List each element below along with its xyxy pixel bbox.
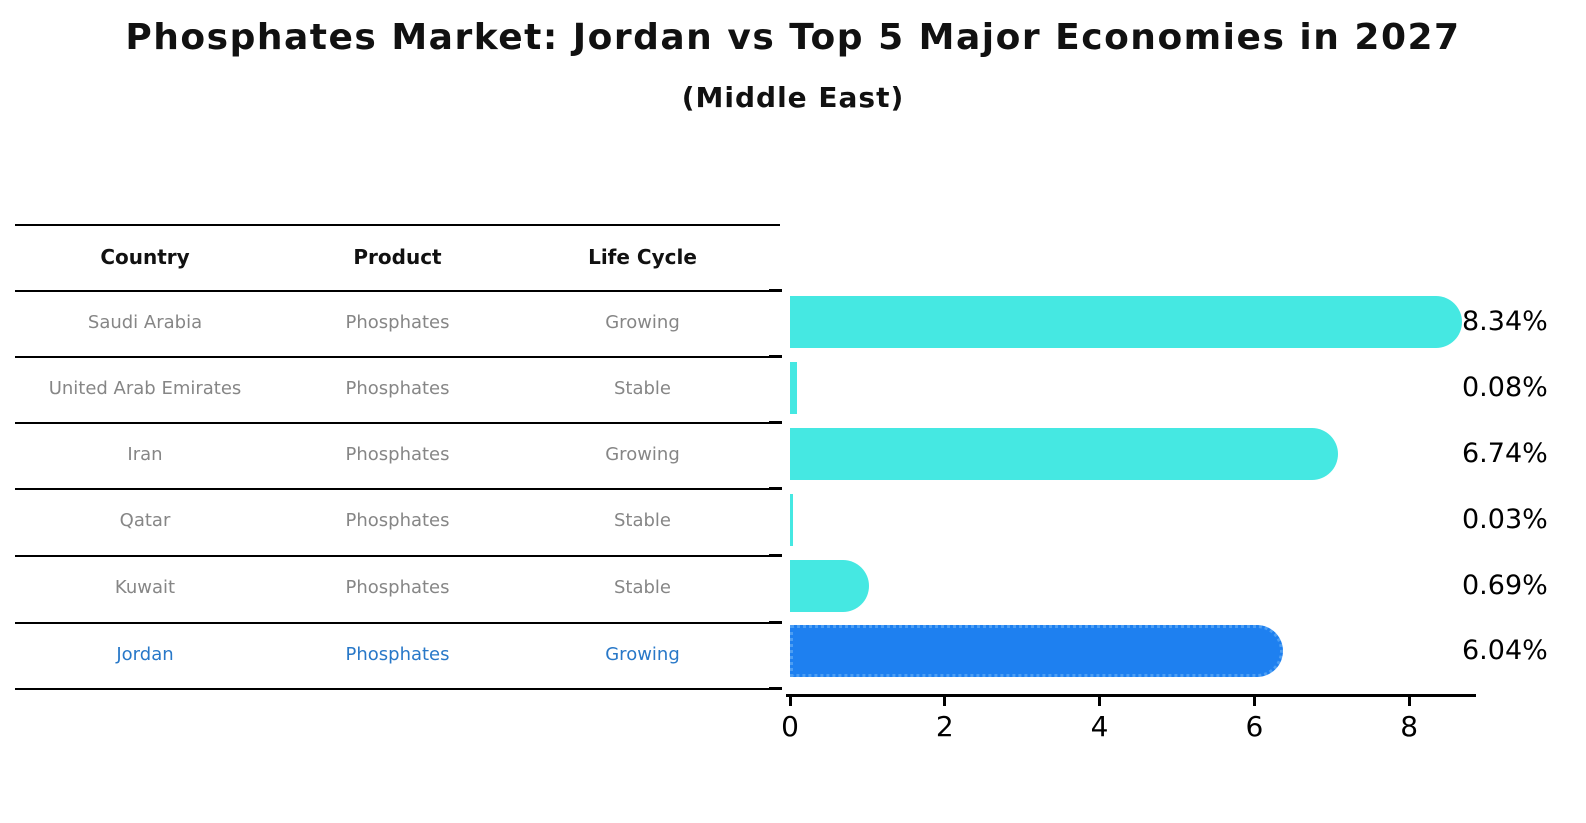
bar-kuwait: [790, 560, 870, 612]
column-header-product: Product: [353, 245, 442, 269]
value-label: 0.08%: [1462, 372, 1548, 403]
bar-iran: [790, 428, 1338, 480]
value-label: 0.69%: [1462, 570, 1548, 601]
x-axis-tick-label: 0: [781, 710, 799, 743]
column-header-country: Country: [100, 245, 190, 269]
highlight-bar-jordan: [790, 625, 1284, 677]
table-rule: [15, 488, 780, 490]
y-axis-tick: [769, 289, 782, 292]
y-axis-tick: [769, 687, 782, 690]
table-rule: [15, 555, 780, 557]
country-cell: Qatar: [119, 510, 171, 531]
value-label: 6.04%: [1462, 635, 1548, 666]
y-axis-tick: [769, 487, 782, 490]
lifecycle-cell: Stable: [613, 378, 671, 399]
chart-subtitle: (Middle East): [681, 81, 905, 114]
lifecycle-cell: Growing: [605, 444, 680, 465]
country-cell: Saudi Arabia: [87, 312, 203, 333]
x-axis-tick: [788, 697, 792, 706]
product-cell: Phosphates: [345, 312, 450, 333]
product-cell: Phosphates: [345, 510, 450, 531]
table-rule: [15, 622, 780, 624]
country-cell: Kuwait: [114, 577, 176, 598]
value-label: 6.74%: [1462, 438, 1548, 469]
column-header-life-cycle: Life Cycle: [588, 245, 697, 269]
table-rule: [15, 290, 780, 292]
x-axis-line: [786, 694, 1476, 697]
x-axis-tick: [1098, 697, 1102, 706]
x-axis-tick: [1252, 697, 1256, 706]
country-cell: Iran: [127, 444, 163, 465]
table-rule: [15, 356, 780, 358]
value-label: 8.34%: [1462, 306, 1548, 337]
table-rule: [15, 422, 780, 424]
country-cell: Jordan: [116, 644, 174, 665]
value-label: 0.03%: [1462, 504, 1548, 535]
bar-saudi-arabia: [790, 296, 1462, 348]
x-axis-tick-label: 4: [1090, 710, 1109, 743]
x-axis-tick: [1407, 697, 1411, 706]
x-axis-tick-label: 8: [1400, 710, 1419, 743]
table-rule: [15, 224, 780, 226]
lifecycle-cell: Stable: [613, 510, 671, 531]
y-axis-tick: [769, 554, 782, 557]
country-cell: United Arab Emirates: [48, 378, 242, 399]
y-axis-tick: [769, 621, 782, 624]
y-axis-tick: [769, 421, 782, 424]
lifecycle-cell: Growing: [605, 644, 680, 665]
x-axis-tick: [943, 697, 947, 706]
x-axis-tick-label: 6: [1245, 710, 1264, 743]
y-axis-tick: [769, 355, 782, 358]
product-cell: Phosphates: [345, 378, 450, 399]
lifecycle-cell: Stable: [613, 577, 671, 598]
product-cell: Phosphates: [345, 577, 450, 598]
product-cell: Phosphates: [345, 644, 450, 665]
bar-qatar: [790, 494, 794, 546]
bar-united-arab-emirates: [790, 362, 798, 414]
lifecycle-cell: Growing: [605, 312, 680, 333]
product-cell: Phosphates: [345, 444, 450, 465]
table-rule: [15, 688, 780, 690]
chart-title: Phosphates Market: Jordan vs Top 5 Major…: [125, 17, 1461, 58]
x-axis-tick-label: 2: [935, 710, 954, 743]
